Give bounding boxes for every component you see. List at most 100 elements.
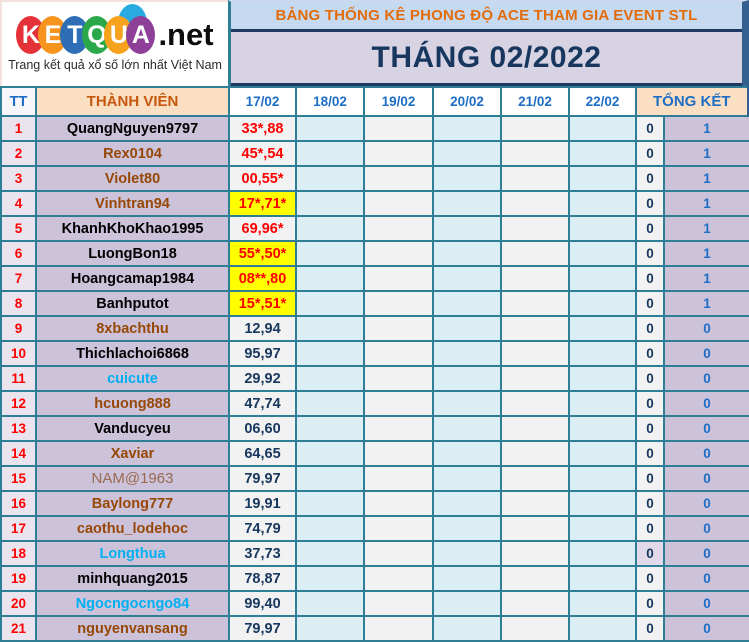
page-title: BẢNG THỐNG KÊ PHONG ĐỘ ACE THAM GIA EVEN… bbox=[231, 2, 742, 32]
day-cell-22 bbox=[568, 115, 637, 142]
day-cell-22 bbox=[568, 615, 637, 642]
day-cell-18 bbox=[295, 465, 365, 492]
day-value-17: 47,74 bbox=[228, 390, 297, 417]
day-cell-20 bbox=[432, 240, 502, 267]
day-cell-22 bbox=[568, 390, 637, 417]
table-row: 19 minhquang2015 78,87 0 0 bbox=[0, 565, 749, 592]
row-number: 11 bbox=[0, 365, 37, 392]
day-cell-20 bbox=[432, 465, 502, 492]
total-col1: 0 bbox=[635, 315, 665, 342]
col-header-member: THÀNH VIÊN bbox=[35, 86, 230, 117]
col-header-date-18: 18/02 bbox=[295, 86, 365, 117]
day-cell-20 bbox=[432, 265, 502, 292]
total-col1: 0 bbox=[635, 390, 665, 417]
total-col1: 0 bbox=[635, 590, 665, 617]
day-cell-18 bbox=[295, 115, 365, 142]
row-number: 9 bbox=[0, 315, 37, 342]
day-cell-22 bbox=[568, 265, 637, 292]
day-value-17: 08**,80 bbox=[228, 265, 297, 292]
day-cell-21 bbox=[500, 540, 570, 567]
col-header-date-22: 22/02 bbox=[568, 86, 637, 117]
day-cell-20 bbox=[432, 590, 502, 617]
total-col2: 0 bbox=[663, 465, 749, 492]
day-value-17: 64,65 bbox=[228, 440, 297, 467]
row-number: 12 bbox=[0, 390, 37, 417]
member-name: Violet80 bbox=[35, 165, 230, 192]
day-cell-19 bbox=[363, 290, 434, 317]
day-cell-21 bbox=[500, 290, 570, 317]
total-col2: 0 bbox=[663, 515, 749, 542]
logo-tagline: Trang kết quả xổ số lớn nhất Việt Nam bbox=[8, 58, 222, 72]
total-col1: 0 bbox=[635, 165, 665, 192]
total-col2: 1 bbox=[663, 215, 749, 242]
total-col1: 0 bbox=[635, 290, 665, 317]
total-col1: 0 bbox=[635, 465, 665, 492]
table-row: 13 Vanducyeu 06,60 0 0 bbox=[0, 415, 749, 442]
day-cell-21 bbox=[500, 615, 570, 642]
day-value-17: 95,97 bbox=[228, 340, 297, 367]
day-value-17: 37,73 bbox=[228, 540, 297, 567]
day-cell-21 bbox=[500, 115, 570, 142]
day-cell-19 bbox=[363, 365, 434, 392]
day-cell-19 bbox=[363, 490, 434, 517]
day-value-17: 06,60 bbox=[228, 415, 297, 442]
day-cell-20 bbox=[432, 340, 502, 367]
row-number: 16 bbox=[0, 490, 37, 517]
row-number: 19 bbox=[0, 565, 37, 592]
day-cell-21 bbox=[500, 565, 570, 592]
member-name: caothu_lodehoc bbox=[35, 515, 230, 542]
total-col2: 0 bbox=[663, 440, 749, 467]
day-cell-21 bbox=[500, 440, 570, 467]
table-row: 6 LuongBon18 55*,50* 0 1 bbox=[0, 240, 749, 267]
total-col2: 1 bbox=[663, 115, 749, 142]
day-cell-21 bbox=[500, 390, 570, 417]
member-name: minhquang2015 bbox=[35, 565, 230, 592]
day-cell-22 bbox=[568, 315, 637, 342]
day-cell-22 bbox=[568, 590, 637, 617]
total-col1: 0 bbox=[635, 115, 665, 142]
day-cell-22 bbox=[568, 340, 637, 367]
day-value-17: 55*,50* bbox=[228, 240, 297, 267]
table-row: 1 QuangNguyen9797 33*,88 0 1 bbox=[0, 115, 749, 142]
member-name: hcuong888 bbox=[35, 390, 230, 417]
member-name: Vanducyeu bbox=[35, 415, 230, 442]
day-cell-20 bbox=[432, 190, 502, 217]
table-row: 21 nguyenvansang 79,97 0 0 bbox=[0, 615, 749, 642]
member-name: Rex0104 bbox=[35, 140, 230, 167]
table-row: 5 KhanhKhoKhao1995 69,96* 0 1 bbox=[0, 215, 749, 242]
day-cell-22 bbox=[568, 365, 637, 392]
member-name: Hoangcamap1984 bbox=[35, 265, 230, 292]
day-cell-19 bbox=[363, 565, 434, 592]
day-cell-22 bbox=[568, 565, 637, 592]
logo-letter: A bbox=[126, 16, 156, 54]
day-cell-19 bbox=[363, 140, 434, 167]
row-number: 15 bbox=[0, 465, 37, 492]
row-number: 17 bbox=[0, 515, 37, 542]
day-cell-22 bbox=[568, 240, 637, 267]
day-cell-21 bbox=[500, 365, 570, 392]
member-name: Banhputot bbox=[35, 290, 230, 317]
table-row: 3 Violet80 00,55* 0 1 bbox=[0, 165, 749, 192]
table-row: 17 caothu_lodehoc 74,79 0 0 bbox=[0, 515, 749, 542]
member-name: Longthua bbox=[35, 540, 230, 567]
day-value-17: 69,96* bbox=[228, 215, 297, 242]
day-value-17: 33*,88 bbox=[228, 115, 297, 142]
row-number: 18 bbox=[0, 540, 37, 567]
day-cell-19 bbox=[363, 240, 434, 267]
day-cell-19 bbox=[363, 315, 434, 342]
table-row: 10 Thichlachoi6868 95,97 0 0 bbox=[0, 340, 749, 367]
day-cell-18 bbox=[295, 240, 365, 267]
day-cell-21 bbox=[500, 165, 570, 192]
table-row: 18 Longthua 37,73 0 0 bbox=[0, 540, 749, 567]
day-cell-19 bbox=[363, 340, 434, 367]
total-col1: 0 bbox=[635, 215, 665, 242]
day-cell-20 bbox=[432, 215, 502, 242]
day-cell-19 bbox=[363, 515, 434, 542]
day-cell-18 bbox=[295, 290, 365, 317]
row-number: 14 bbox=[0, 440, 37, 467]
day-cell-18 bbox=[295, 490, 365, 517]
day-cell-18 bbox=[295, 390, 365, 417]
day-value-17: 19,91 bbox=[228, 490, 297, 517]
day-cell-22 bbox=[568, 540, 637, 567]
